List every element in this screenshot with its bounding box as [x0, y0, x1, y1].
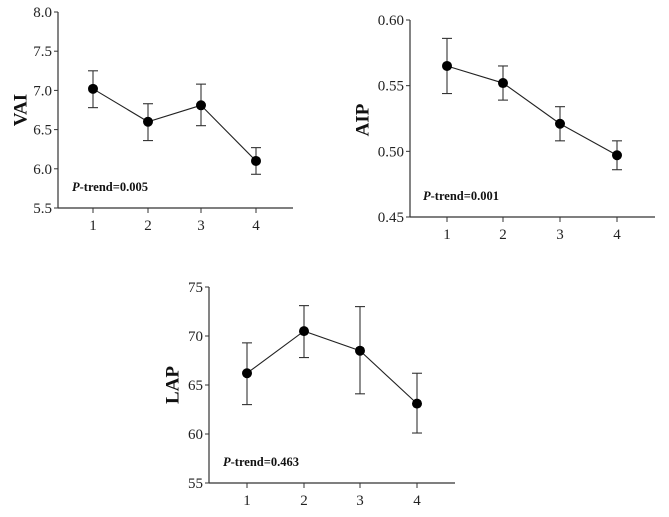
- x-tick-label: 4: [613, 227, 621, 243]
- chart-lap: 55 60 65 70 75 1 2 3 4 LAP P-trend=0.463: [162, 280, 455, 509]
- y-tick-label: 6.0: [33, 162, 52, 178]
- y-tick-label: 65: [188, 378, 203, 394]
- y-tick-label: 0.55: [378, 79, 404, 95]
- x-tick-label: 3: [356, 493, 364, 509]
- y-tick-label: 6.5: [33, 123, 52, 139]
- y-tick-label: 7.0: [33, 83, 52, 99]
- data-point: [88, 83, 98, 94]
- x-tick-label: 1: [243, 493, 251, 509]
- x-tick-label: 2: [144, 218, 152, 234]
- x-tick-label: 2: [300, 493, 308, 509]
- data-point: [355, 345, 365, 356]
- data-point: [555, 118, 565, 129]
- p-trend-italic-p: P: [72, 180, 80, 194]
- y-tick-label: 75: [188, 280, 203, 296]
- data-point: [242, 368, 252, 379]
- series-line: [446, 65, 618, 156]
- p-trend-value: -trend=0.005: [80, 180, 148, 194]
- y-axis-label: VAI: [10, 94, 31, 126]
- y-tick-label: 0.50: [378, 144, 404, 160]
- y-tick-label: 8.0: [33, 5, 52, 21]
- x-tick-label: 4: [252, 218, 260, 234]
- p-trend-annotation: P-trend=0.463: [223, 455, 299, 469]
- data-point: [412, 398, 422, 409]
- p-trend-value: -trend=0.463: [231, 455, 299, 469]
- x-tick-label: 1: [89, 218, 97, 234]
- x-tick-label: 3: [556, 227, 564, 243]
- p-trend-annotation: P-trend=0.005: [72, 180, 148, 194]
- chart-aip: 0.45 0.50 0.55 0.60 1 2 3 4 AIP P-trend=0.001: [352, 13, 655, 243]
- p-trend-annotation: P-trend=0.001: [423, 189, 499, 203]
- y-axis-label: AIP: [352, 103, 373, 136]
- p-trend-italic-p: P: [223, 455, 231, 469]
- series-line: [92, 88, 257, 162]
- data-point: [498, 78, 508, 89]
- data-point: [612, 150, 622, 161]
- data-point: [251, 155, 261, 166]
- series-line: [246, 330, 418, 405]
- y-tick-label: 55: [188, 476, 203, 492]
- x-tick-label: 3: [197, 218, 205, 234]
- x-tick-label: 4: [413, 493, 421, 509]
- data-point: [299, 326, 309, 337]
- y-axis-label: LAP: [162, 366, 183, 404]
- x-tick-label: 2: [499, 227, 507, 243]
- chart-vai: 5.5 6.0 6.5 7.0 7.5 8.0 1 2 3 4 VAI P-trend=0.005: [10, 5, 293, 234]
- x-tick-label: 1: [443, 227, 451, 243]
- y-tick-label: 0.60: [378, 13, 404, 29]
- data-point: [442, 60, 452, 71]
- y-tick-label: 0.45: [378, 210, 404, 226]
- p-trend-value: -trend=0.001: [431, 189, 499, 203]
- y-tick-label: 60: [188, 427, 203, 443]
- data-point: [196, 100, 206, 111]
- data-point: [143, 116, 153, 127]
- y-tick-label: 7.5: [33, 44, 52, 60]
- y-tick-label: 5.5: [33, 201, 52, 217]
- p-trend-italic-p: P: [423, 189, 431, 203]
- y-tick-label: 70: [188, 329, 203, 345]
